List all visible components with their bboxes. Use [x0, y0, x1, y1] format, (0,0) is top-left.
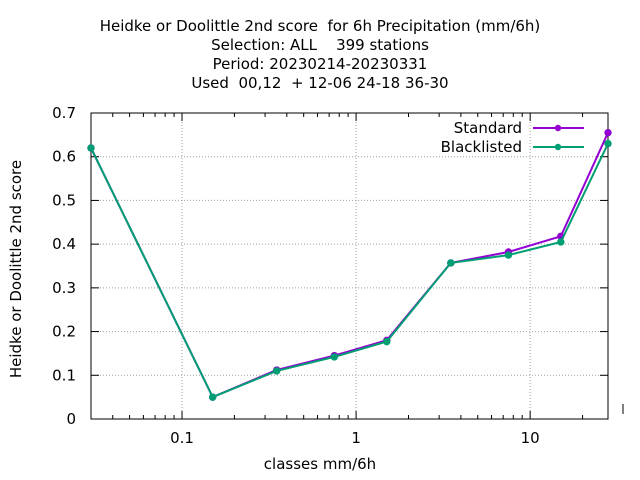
series-line-0 [90, 132, 609, 399]
chart-title-line-2: Selection: ALL 399 stations [211, 36, 429, 54]
legend-label-1: Blacklisted [441, 138, 522, 156]
y-axis-label: Heidke or Doolittle 2nd score [7, 159, 25, 379]
legend-marker-1 [554, 143, 562, 151]
series-point-1 [447, 259, 455, 267]
series-point-1 [557, 238, 565, 246]
x-tick-label: 0.1 [170, 429, 194, 447]
y-tick-label: 0.7 [52, 104, 76, 122]
series-point-1 [504, 251, 513, 259]
y-tick-label: 0.1 [52, 366, 76, 384]
chart-title-line-4: Used 00,12 + 12-06 24-18 36-30 [191, 74, 449, 92]
y-tick-label: 0.2 [52, 323, 76, 341]
y-tick-label: 0.6 [52, 148, 76, 166]
y-tick-label: 0.5 [52, 191, 76, 209]
y-tick-label: 0.4 [52, 235, 76, 253]
x-tick-label: 10 [521, 429, 540, 447]
x-tick-label: 1 [351, 429, 361, 447]
chart-title-line-1: Heidke or Doolittle 2nd score for 6h Pre… [99, 17, 541, 35]
series-point-1 [330, 353, 339, 361]
series-point-1 [604, 139, 612, 148]
y-tick-label: 0 [66, 410, 76, 428]
x-axis-label: classes mm/6h [263, 455, 377, 473]
series-point-1 [87, 144, 95, 152]
y-tick-label: 0.3 [52, 279, 76, 297]
legend-label-0: Standard [454, 119, 522, 137]
chart-title-line-3: Period: 20230214-20230331 [212, 55, 428, 73]
legend-marker-0 [554, 124, 562, 132]
series-point-1 [208, 393, 217, 401]
series-point-1 [383, 337, 391, 346]
series-point-1 [273, 367, 281, 375]
series-point-0 [604, 128, 612, 137]
plot-frame [90, 112, 609, 420]
